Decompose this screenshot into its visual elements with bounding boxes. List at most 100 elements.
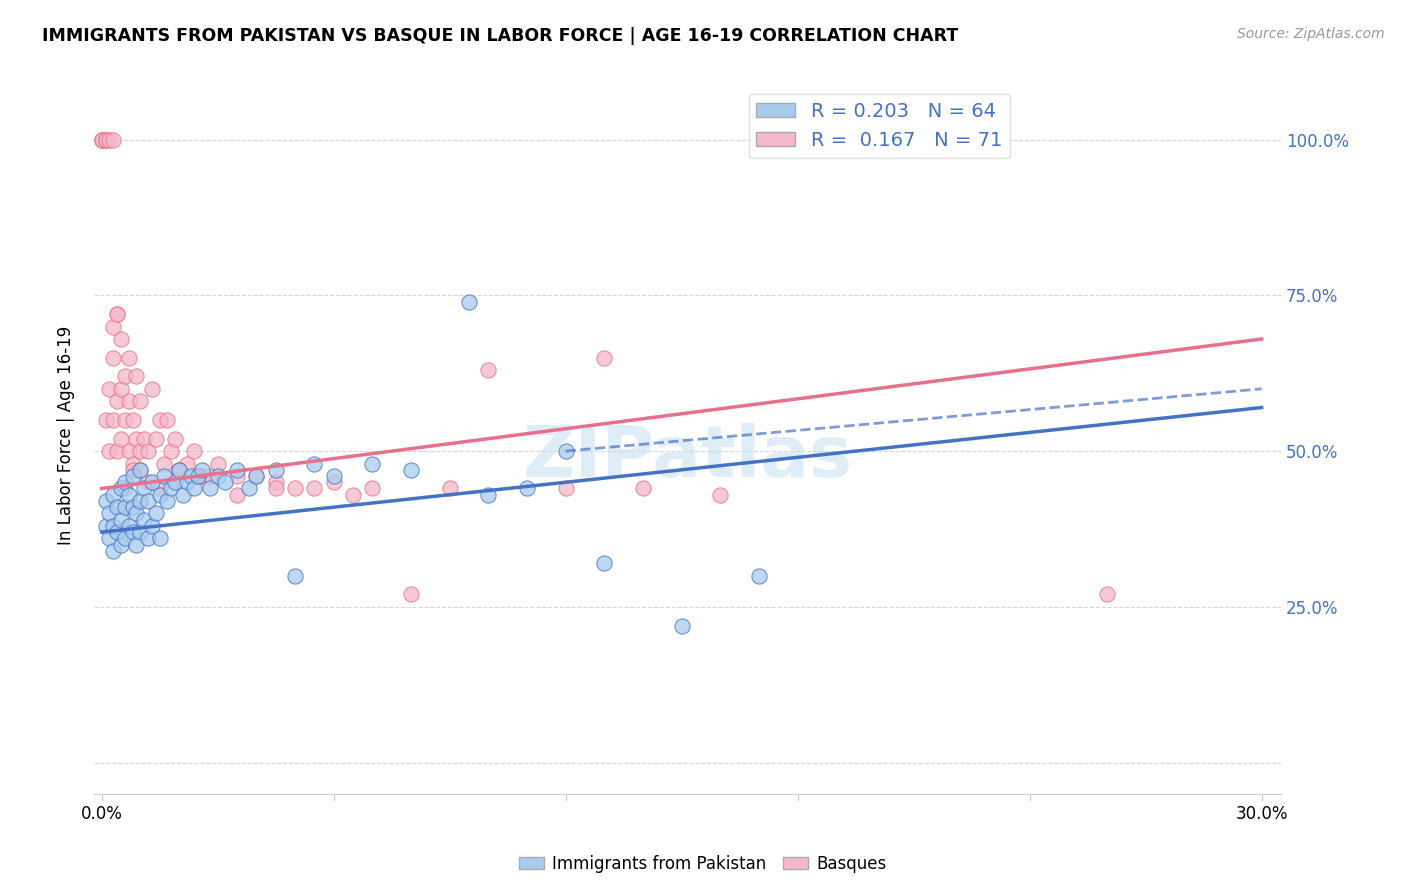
Point <box>103 543 125 558</box>
Point <box>183 444 205 458</box>
Point <box>125 507 148 521</box>
Text: Source: ZipAtlas.com: Source: ZipAtlas.com <box>1237 27 1385 41</box>
Point <box>129 394 152 409</box>
Point <box>176 457 198 471</box>
Point <box>110 482 132 496</box>
Point <box>136 494 159 508</box>
Point <box>149 413 172 427</box>
Point <box>399 463 422 477</box>
Legend: Immigrants from Pakistan, Basques: Immigrants from Pakistan, Basques <box>512 848 894 880</box>
Point <box>593 556 616 570</box>
Point <box>156 413 179 427</box>
Point <box>458 294 481 309</box>
Point <box>136 444 159 458</box>
Point <box>183 482 205 496</box>
Point <box>141 519 163 533</box>
Point <box>118 351 141 365</box>
Text: ZIPatlas: ZIPatlas <box>523 423 852 491</box>
Point <box>322 469 344 483</box>
Point <box>245 469 267 483</box>
Point <box>180 469 202 483</box>
Point <box>226 469 249 483</box>
Point <box>342 488 364 502</box>
Point <box>165 432 187 446</box>
Point <box>105 444 128 458</box>
Point <box>114 369 136 384</box>
Point <box>114 500 136 515</box>
Point <box>105 500 128 515</box>
Point <box>176 475 198 490</box>
Point <box>110 537 132 551</box>
Point <box>90 133 112 147</box>
Point <box>207 469 229 483</box>
Point <box>134 482 156 496</box>
Point <box>103 413 125 427</box>
Point <box>226 488 249 502</box>
Point <box>98 531 121 545</box>
Point <box>129 463 152 477</box>
Point <box>554 482 576 496</box>
Point <box>129 463 152 477</box>
Point <box>152 469 174 483</box>
Point <box>118 394 141 409</box>
Point <box>361 482 384 496</box>
Point <box>165 475 187 490</box>
Point <box>134 432 156 446</box>
Point <box>114 531 136 545</box>
Point <box>477 363 499 377</box>
Text: IMMIGRANTS FROM PAKISTAN VS BASQUE IN LABOR FORCE | AGE 16-19 CORRELATION CHART: IMMIGRANTS FROM PAKISTAN VS BASQUE IN LA… <box>42 27 959 45</box>
Point <box>114 413 136 427</box>
Point <box>121 525 143 540</box>
Point <box>152 457 174 471</box>
Point <box>121 500 143 515</box>
Point <box>118 519 141 533</box>
Point <box>439 482 461 496</box>
Point <box>191 463 214 477</box>
Point <box>98 507 121 521</box>
Point <box>103 519 125 533</box>
Point <box>709 488 731 502</box>
Point <box>105 307 128 321</box>
Point <box>160 444 183 458</box>
Point <box>98 444 121 458</box>
Point <box>322 475 344 490</box>
Point <box>399 587 422 601</box>
Point <box>134 513 156 527</box>
Point <box>198 482 221 496</box>
Point <box>284 482 307 496</box>
Point <box>136 531 159 545</box>
Point <box>114 482 136 496</box>
Point <box>125 369 148 384</box>
Point <box>264 482 287 496</box>
Point <box>110 513 132 527</box>
Point <box>105 525 128 540</box>
Point <box>156 494 179 508</box>
Point <box>98 382 121 396</box>
Point <box>110 382 132 396</box>
Point <box>748 568 770 582</box>
Y-axis label: In Labor Force | Age 16-19: In Labor Force | Age 16-19 <box>58 326 75 545</box>
Point <box>141 382 163 396</box>
Point <box>284 568 307 582</box>
Point <box>110 432 132 446</box>
Point <box>187 469 209 483</box>
Point <box>118 444 141 458</box>
Point <box>264 475 287 490</box>
Point <box>516 482 538 496</box>
Point <box>145 507 167 521</box>
Point <box>125 432 148 446</box>
Point <box>149 488 172 502</box>
Point <box>105 307 128 321</box>
Point <box>361 457 384 471</box>
Point <box>1095 587 1118 601</box>
Point <box>554 444 576 458</box>
Point <box>167 463 190 477</box>
Point <box>477 488 499 502</box>
Point <box>103 488 125 502</box>
Point <box>94 519 117 533</box>
Point <box>226 463 249 477</box>
Point <box>103 351 125 365</box>
Point <box>160 482 183 496</box>
Point <box>129 525 152 540</box>
Point <box>149 482 172 496</box>
